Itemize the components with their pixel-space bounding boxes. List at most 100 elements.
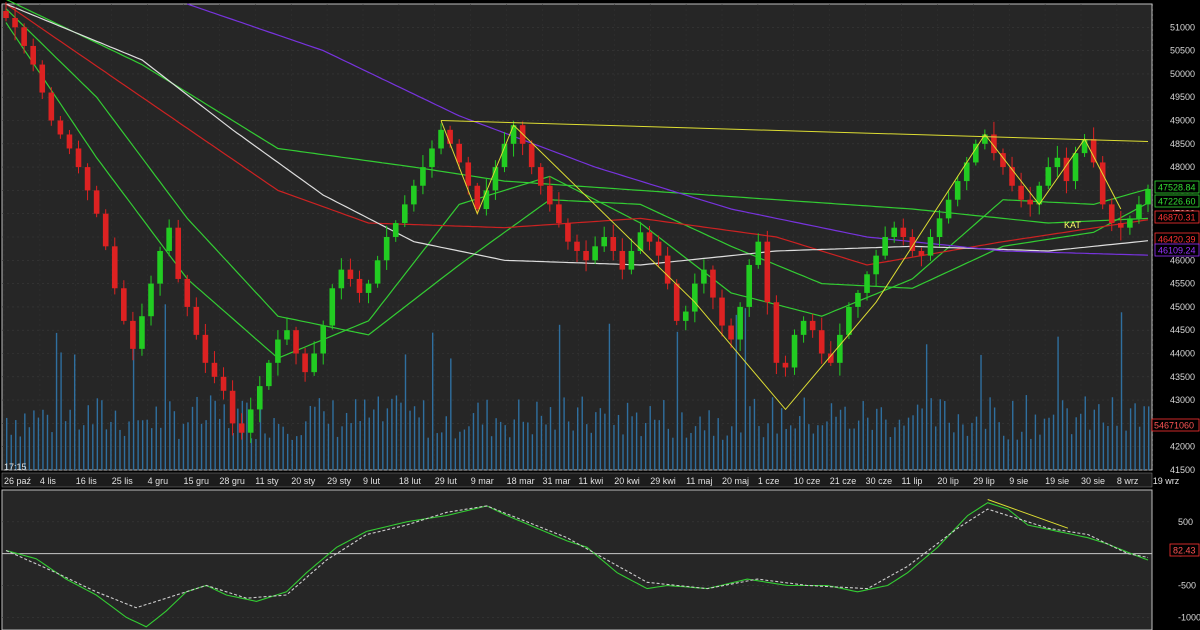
volume-bar [391, 398, 393, 470]
candle-body [111, 246, 118, 289]
volume-bar [60, 352, 62, 470]
indicator-tag-box [1154, 180, 1200, 194]
candle-body [791, 334, 798, 368]
volume-bar [422, 400, 425, 470]
volume-bar [935, 426, 937, 470]
oscillator-tick: -1000 [1178, 612, 1200, 622]
candle-body [420, 167, 426, 186]
indicator-tag-label: 46420.39 [1158, 235, 1196, 245]
volume-bar [96, 398, 99, 470]
volume-bar [291, 439, 293, 470]
volume-bar [975, 416, 978, 470]
candle-body [945, 199, 952, 219]
volume-bar [151, 428, 153, 470]
volume-bar [876, 408, 878, 470]
volume-bar [712, 435, 715, 470]
trendline [440, 120, 1149, 142]
volume-bar [128, 421, 130, 470]
candle-body [827, 353, 834, 363]
candle-body [302, 353, 308, 373]
volume-bar [46, 414, 49, 470]
candle-body [1027, 199, 1033, 205]
date-tick: 19 wrz [1153, 476, 1180, 486]
volume-bar [146, 419, 148, 470]
candle-body [3, 10, 9, 18]
volume-bar [214, 400, 216, 470]
date-tick: 19 sie [1045, 476, 1069, 486]
volume-bar [1039, 434, 1041, 470]
candle-body [1081, 139, 1088, 154]
candle-body [329, 288, 336, 326]
volume-bar [907, 417, 910, 470]
candle-body [972, 143, 979, 163]
candle-body [746, 264, 753, 307]
candle-body [374, 260, 381, 284]
volume-bar [803, 397, 805, 470]
volume-bar [1057, 336, 1059, 470]
oscillator-lines [5, 499, 1149, 628]
candle-body [311, 353, 317, 373]
volume-bar [382, 421, 384, 470]
volume-bar [785, 428, 787, 470]
price-panel: KAT 17:15 [1, 0, 1154, 472]
volume-bar [209, 395, 212, 470]
ma-red [5, 3, 1149, 266]
volume-bar [10, 434, 12, 470]
volume-bar [282, 426, 284, 470]
volume-bar [554, 429, 556, 470]
volume-bar [953, 432, 955, 470]
candle-body [846, 306, 852, 335]
candle-body [1018, 185, 1024, 200]
volume-bar [1084, 396, 1086, 470]
volume-bar [590, 432, 592, 470]
volume-bar [1034, 414, 1037, 470]
candle-body [728, 325, 734, 340]
volume-bar [744, 308, 747, 470]
volume-bar [549, 407, 552, 470]
date-tick: 29 sty [327, 476, 352, 486]
volume-bar [477, 402, 479, 470]
volume-bar [309, 405, 312, 470]
volume-bar [939, 399, 941, 470]
volume-bar [1148, 406, 1150, 470]
volume-bar [685, 437, 688, 470]
volume-bar [264, 433, 266, 470]
volume-bar [341, 426, 343, 470]
candle-body [646, 232, 653, 242]
candle-body [837, 334, 843, 363]
volume-bar [1143, 406, 1145, 470]
volume-bar [635, 412, 638, 470]
volume-bar [599, 408, 602, 470]
volume-bar [604, 413, 606, 470]
volume-bar [1061, 400, 1064, 470]
candle-body [773, 302, 780, 363]
volume-bar [563, 397, 565, 470]
candle-body [75, 148, 82, 168]
volume-bar [110, 421, 112, 470]
candle-body [130, 320, 136, 349]
volume-bar [581, 396, 583, 470]
volume-bar [622, 434, 624, 470]
volume-bar [980, 354, 982, 470]
price-tick: 42000 [1170, 442, 1195, 452]
volume-bar [246, 402, 248, 470]
candle-body [628, 250, 635, 270]
candle-body [891, 227, 898, 237]
volume-bar [658, 420, 660, 470]
volume-bar [459, 431, 461, 470]
volume-bar [196, 396, 198, 470]
volume-bar [672, 437, 674, 470]
candle-body [682, 311, 689, 321]
volume-bar [386, 408, 389, 470]
volume-bar [794, 428, 796, 470]
candle-body [918, 250, 925, 256]
volume-bar [880, 407, 883, 470]
price-tick: 49500 [1170, 92, 1195, 102]
candle-body [102, 213, 109, 247]
date-tick: 18 mar [507, 476, 535, 486]
oscillator-panel-frame [1, 489, 1153, 630]
volume-bar [1080, 413, 1082, 470]
volume-bar [42, 409, 44, 470]
volume-bar [1066, 408, 1068, 470]
volume-bar [703, 430, 706, 470]
